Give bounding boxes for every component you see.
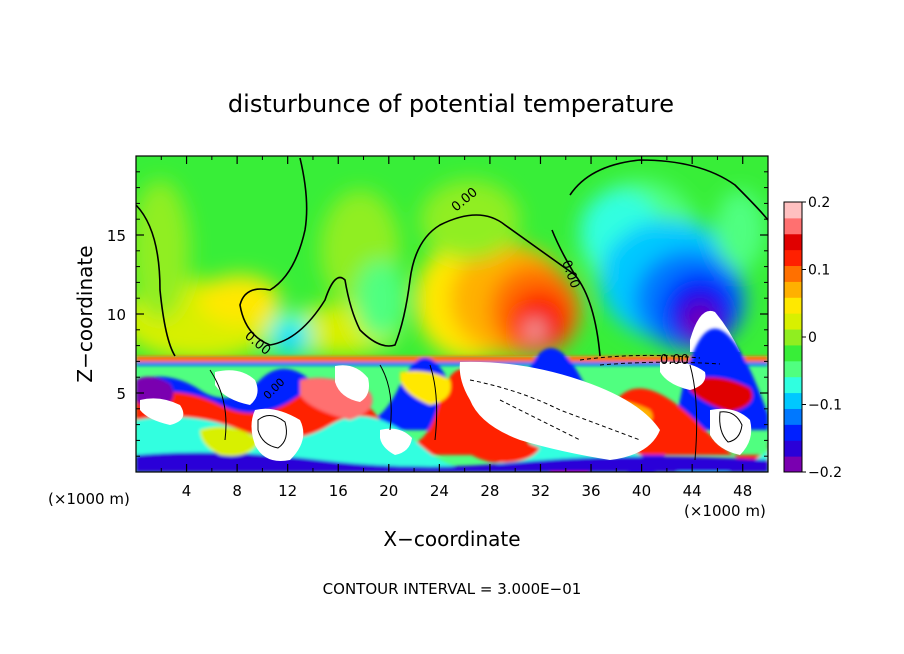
x-unit-left: (×1000 m) <box>48 490 130 508</box>
contour-lines <box>136 157 768 357</box>
x-tick-label: 32 <box>531 482 550 500</box>
plot-area <box>136 156 768 472</box>
x-tick-label: 36 <box>581 482 600 500</box>
colorbar-band <box>784 233 802 251</box>
colorbar-band <box>784 456 802 473</box>
x-tick-label: 44 <box>683 482 702 500</box>
x-tick-label: 8 <box>232 482 242 500</box>
colorbar-band <box>784 313 802 330</box>
colorbar-tick-label: 0.1 <box>808 263 830 279</box>
x-tick-label: 4 <box>182 482 192 500</box>
colorbar-band <box>784 249 802 267</box>
colorbar-band <box>784 392 802 409</box>
contour-label: 0.00 <box>660 353 689 368</box>
y-tick-label: 15 <box>107 227 126 245</box>
colorbar-band <box>784 329 802 346</box>
colorbar-band <box>784 217 802 235</box>
x-tick-label: 40 <box>632 482 651 500</box>
x-tick-label: 24 <box>430 482 449 500</box>
colorbar-tick-label: 0.2 <box>808 195 830 211</box>
colorbar-tick-label: −0.1 <box>808 398 842 414</box>
colorbar-tick-label: −0.2 <box>808 465 842 481</box>
y-tick-label: 10 <box>107 306 126 324</box>
y-axis-label: Z−coordinate <box>73 245 97 382</box>
contour-interval: CONTOUR INTERVAL = 3.000E−01 <box>323 580 582 598</box>
colorbar-band <box>784 440 802 457</box>
colorbar-band <box>784 297 802 314</box>
x-tick-label: 20 <box>379 482 398 500</box>
x-tick-label: 48 <box>733 482 752 500</box>
colorbar-tick-label: 0 <box>808 330 817 346</box>
x-tick-label: 16 <box>329 482 348 500</box>
colorbar-band <box>784 265 802 282</box>
x-axis-label: X−coordinate <box>383 527 520 551</box>
y-tick-label: 5 <box>116 385 126 403</box>
x-tick-label: 28 <box>480 482 499 500</box>
colorbar-band <box>784 360 802 378</box>
colorbar: 0.2 0.1 0 −0.1 −0.2 <box>783 195 842 481</box>
colorbar-band <box>784 202 802 219</box>
colorbar-band <box>784 408 802 425</box>
solid-small-contours <box>209 364 743 461</box>
chart-title: disturbunce of potential temperature <box>228 90 674 118</box>
x-unit-right: (×1000 m) <box>684 502 766 520</box>
dashed-contours <box>469 354 721 441</box>
lower-layer <box>136 328 768 472</box>
x-tick-label: 12 <box>278 482 297 500</box>
colorbar-band <box>784 281 802 298</box>
colorbar-band <box>784 376 802 394</box>
colorbar-band <box>784 424 802 441</box>
colorbar-band <box>784 344 802 362</box>
